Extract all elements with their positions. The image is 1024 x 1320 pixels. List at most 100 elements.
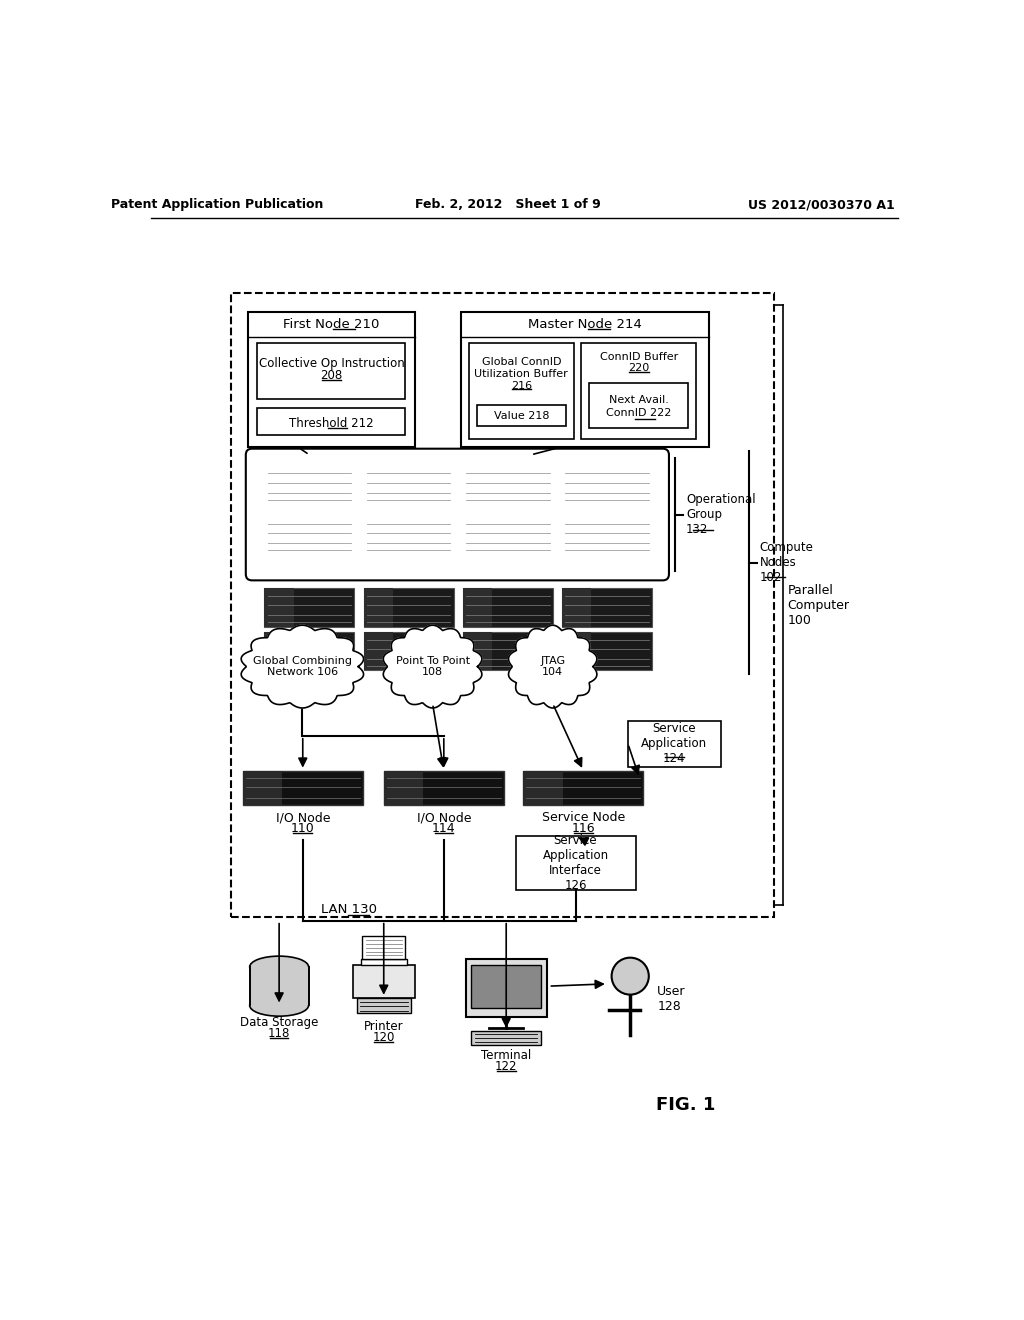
Text: Next Avail.: Next Avail.	[609, 395, 669, 405]
Text: Service
Application
Interface
126: Service Application Interface 126	[543, 834, 608, 892]
Bar	[384, 771, 504, 805]
Text: ConnID 222: ConnID 222	[606, 408, 672, 417]
Bar	[515, 836, 636, 890]
Bar	[477, 405, 566, 426]
Text: 208: 208	[321, 370, 343, 381]
Bar	[384, 771, 423, 805]
Bar	[352, 965, 415, 998]
Bar	[562, 589, 652, 627]
Text: Feb. 2, 2012   Sheet 1 of 9: Feb. 2, 2012 Sheet 1 of 9	[415, 198, 601, 211]
Bar	[248, 313, 415, 447]
FancyBboxPatch shape	[246, 449, 669, 581]
Text: Data Storage: Data Storage	[240, 1016, 318, 1028]
Bar	[461, 313, 710, 447]
Bar	[471, 965, 542, 1008]
Bar	[562, 516, 652, 554]
Bar	[582, 343, 696, 440]
Bar	[364, 466, 454, 504]
Bar	[562, 466, 592, 504]
Text: Threshold 212: Threshold 212	[289, 417, 374, 430]
Text: Service
Application
124: Service Application 124	[641, 722, 708, 766]
Bar	[243, 771, 283, 805]
Bar	[463, 632, 553, 671]
Text: JTAG
104: JTAG 104	[540, 656, 565, 677]
Text: Terminal: Terminal	[481, 1049, 531, 1063]
Text: User
128: User 128	[657, 985, 686, 1014]
Text: Collective Op Instruction: Collective Op Instruction	[259, 356, 404, 370]
Text: FIG. 1: FIG. 1	[656, 1097, 716, 1114]
Text: LAN 130: LAN 130	[322, 903, 377, 916]
Text: 220: 220	[628, 363, 649, 372]
Bar	[562, 632, 592, 671]
Text: Service Node: Service Node	[542, 810, 625, 824]
Text: 118: 118	[268, 1027, 291, 1040]
Text: Compute
Nodes
102: Compute Nodes 102	[760, 541, 813, 585]
Bar	[364, 632, 454, 671]
Bar	[243, 771, 362, 805]
Bar	[364, 589, 454, 627]
Bar	[466, 960, 547, 1016]
Bar	[364, 632, 393, 671]
Bar	[250, 966, 308, 1006]
Text: Value 218: Value 218	[494, 412, 549, 421]
Text: 110: 110	[291, 822, 314, 834]
Bar	[264, 632, 354, 671]
Text: First Node 210: First Node 210	[284, 318, 380, 331]
Bar	[463, 516, 493, 554]
Bar	[264, 516, 294, 554]
Bar	[364, 466, 393, 504]
Text: Master Node 214: Master Node 214	[528, 318, 642, 331]
Text: Point To Point
108: Point To Point 108	[395, 656, 470, 677]
Ellipse shape	[250, 956, 308, 978]
Bar	[562, 632, 652, 671]
Text: I/O Node: I/O Node	[275, 810, 330, 824]
Bar	[463, 632, 493, 671]
Bar	[364, 589, 393, 627]
Bar	[463, 466, 553, 504]
Polygon shape	[509, 626, 597, 708]
Bar	[562, 516, 592, 554]
Text: ConnID Buffer: ConnID Buffer	[600, 352, 678, 362]
Bar	[562, 466, 652, 504]
Text: Global Combining
Network 106: Global Combining Network 106	[253, 656, 352, 677]
Text: Parallel
Computer
100: Parallel Computer 100	[787, 583, 850, 627]
Text: Global ConnID
Utilization Buffer
216: Global ConnID Utilization Buffer 216	[474, 358, 568, 391]
Text: US 2012/0030370 A1: US 2012/0030370 A1	[749, 198, 895, 211]
Text: 116: 116	[571, 822, 595, 834]
Bar	[471, 1031, 541, 1044]
Polygon shape	[383, 626, 482, 708]
Bar	[264, 589, 294, 627]
Ellipse shape	[250, 995, 308, 1016]
Bar	[364, 516, 454, 554]
Bar	[264, 516, 354, 554]
Text: Printer: Printer	[364, 1020, 403, 1034]
Text: 114: 114	[432, 822, 456, 834]
Bar	[463, 516, 553, 554]
Bar	[628, 721, 721, 767]
Bar	[589, 383, 688, 428]
Bar	[231, 293, 773, 917]
Bar	[257, 343, 406, 399]
Bar	[523, 771, 643, 805]
Bar	[264, 466, 354, 504]
Bar	[469, 343, 573, 440]
Bar	[264, 632, 294, 671]
Bar	[463, 589, 493, 627]
Bar	[356, 998, 411, 1014]
Bar	[463, 589, 553, 627]
Bar	[562, 589, 592, 627]
Bar	[257, 408, 406, 434]
Bar	[264, 589, 354, 627]
Polygon shape	[242, 626, 364, 708]
Bar	[362, 936, 406, 960]
Bar	[463, 466, 493, 504]
Text: Operational
Group
132: Operational Group 132	[686, 494, 756, 536]
Text: I/O Node: I/O Node	[417, 810, 471, 824]
Bar	[264, 466, 294, 504]
Circle shape	[611, 958, 649, 995]
Text: 120: 120	[373, 1031, 395, 1044]
Bar	[364, 516, 393, 554]
Text: Patent Application Publication: Patent Application Publication	[111, 198, 324, 211]
Text: 122: 122	[495, 1060, 517, 1073]
Bar	[523, 771, 563, 805]
